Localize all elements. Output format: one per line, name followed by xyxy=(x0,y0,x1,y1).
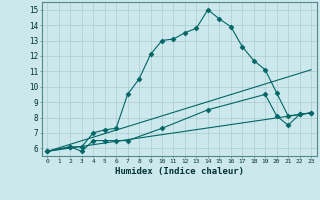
X-axis label: Humidex (Indice chaleur): Humidex (Indice chaleur) xyxy=(115,167,244,176)
